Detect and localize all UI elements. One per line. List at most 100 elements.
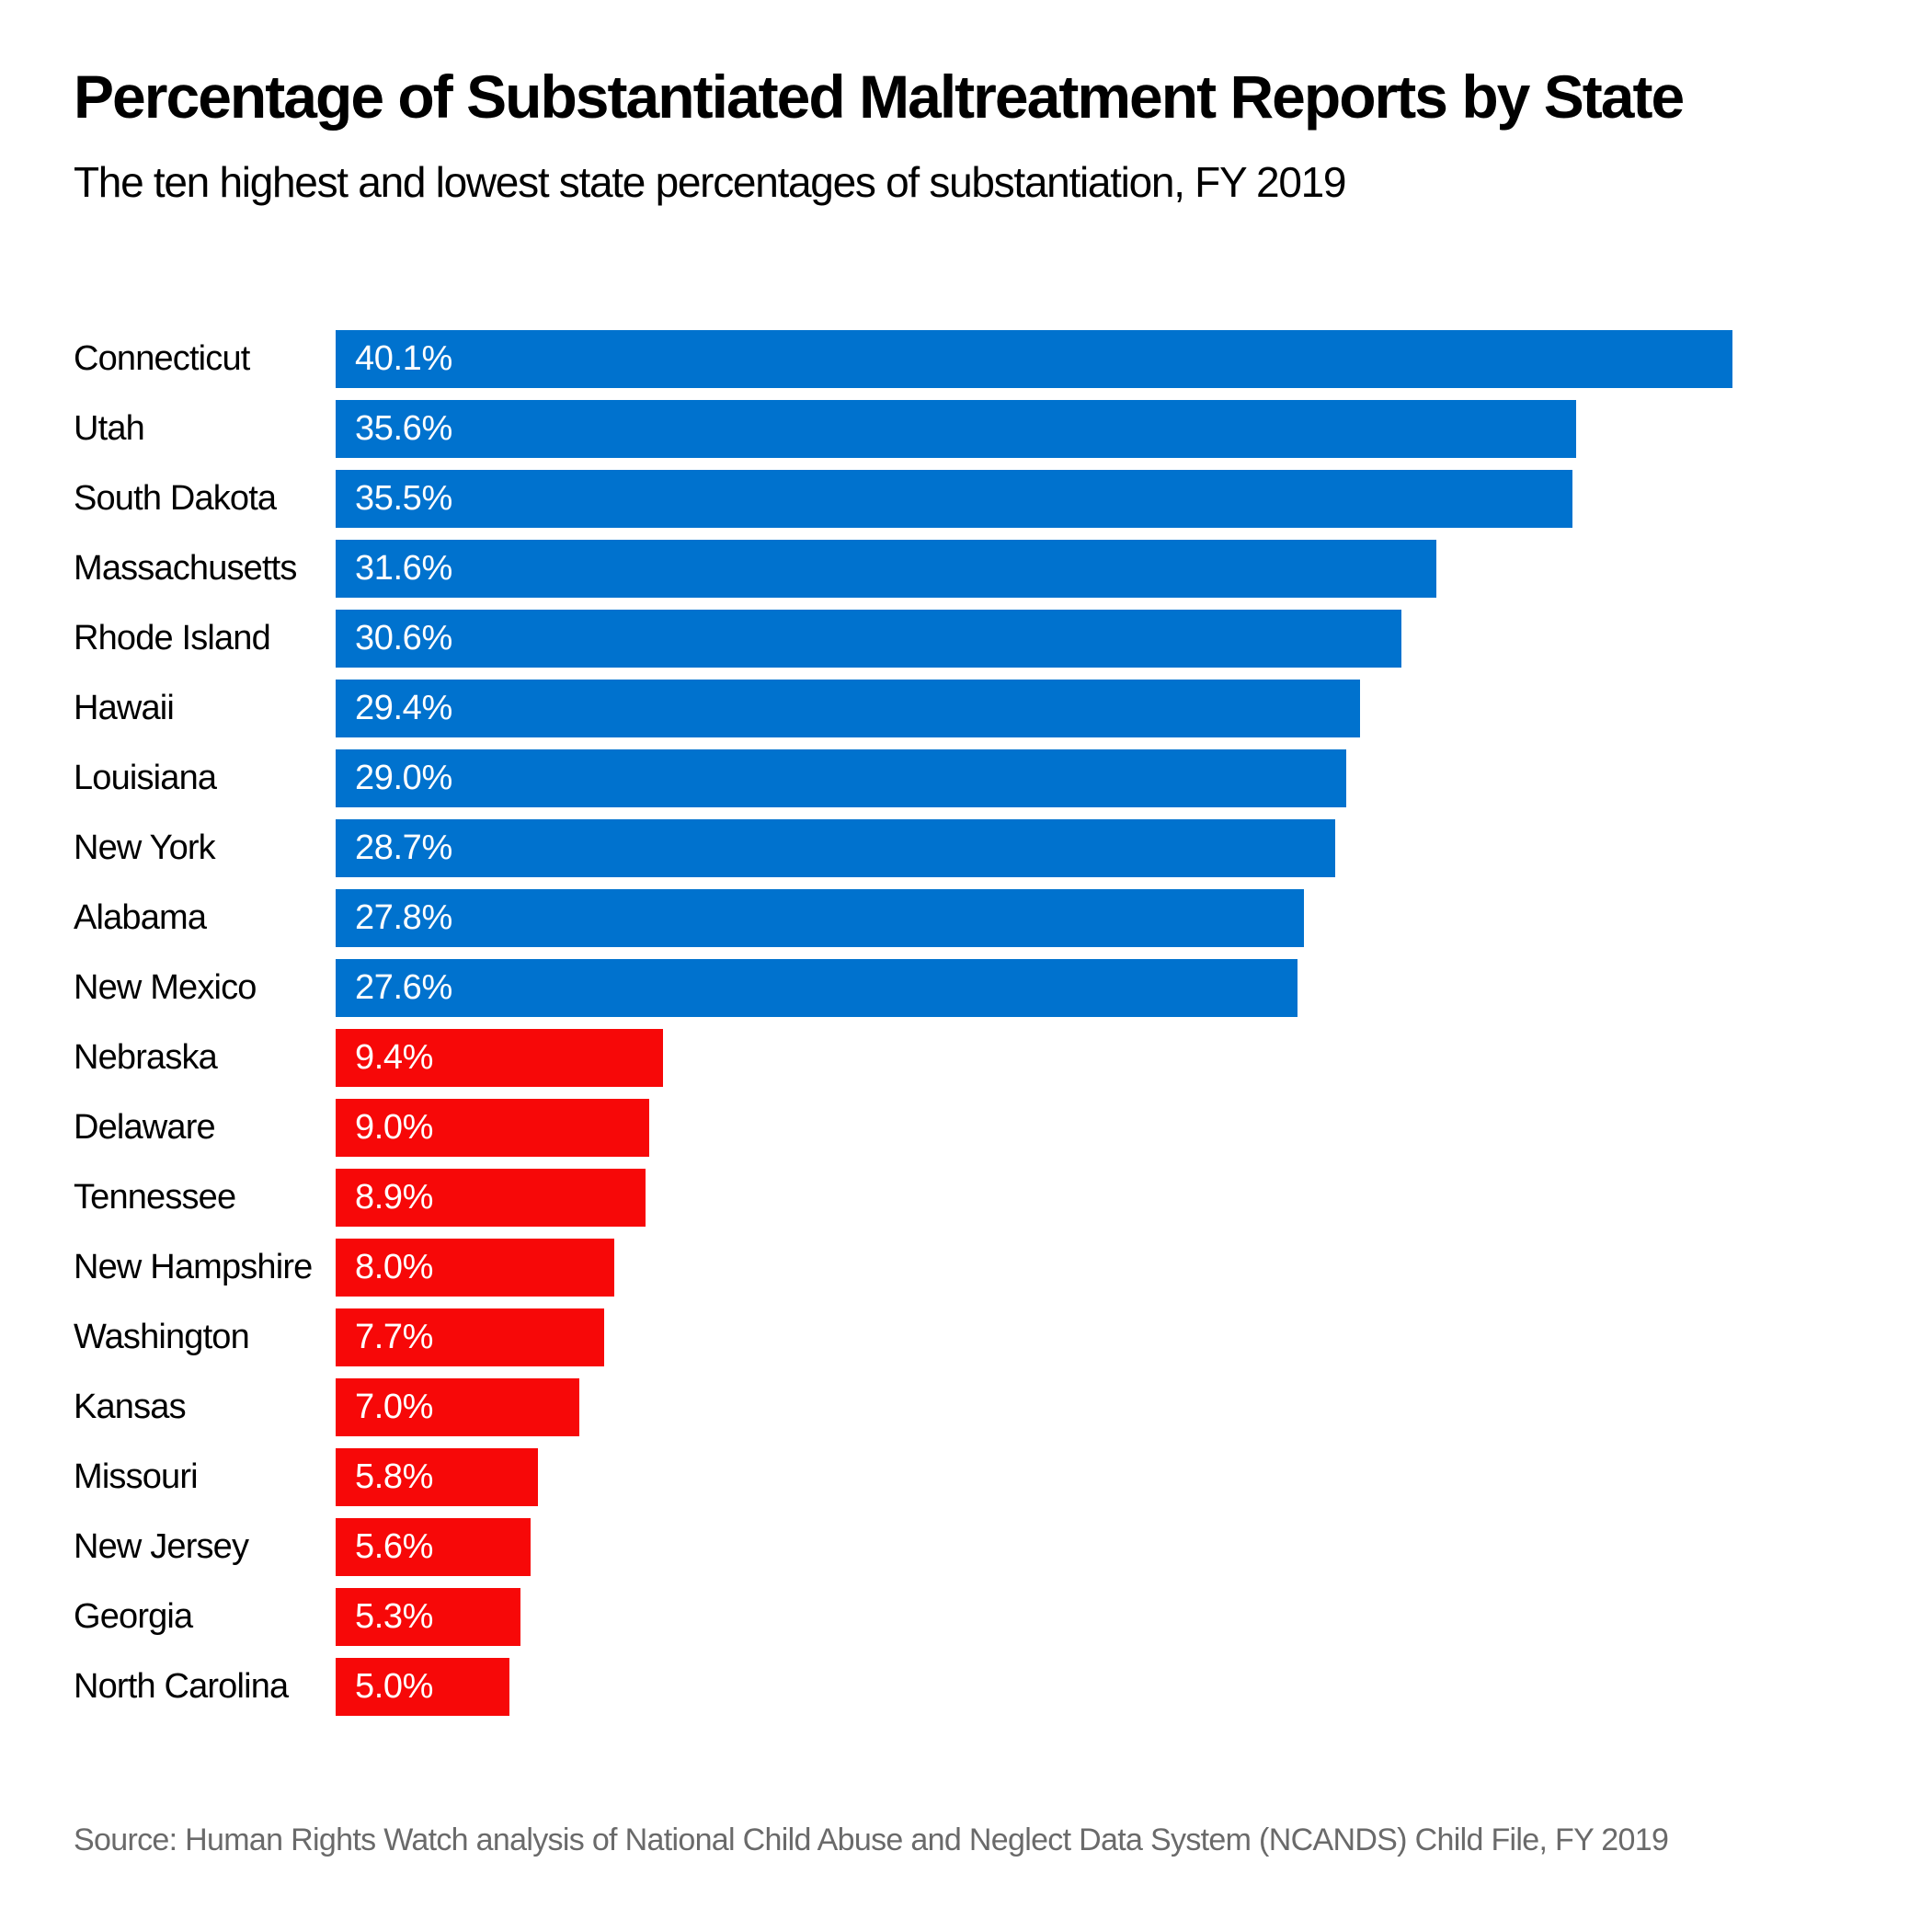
- state-label: South Dakota: [74, 479, 277, 519]
- bar-track: 28.7%: [336, 819, 1868, 878]
- state-label: Louisiana: [74, 759, 217, 798]
- bar-track: 5.6%: [336, 1518, 1868, 1577]
- bar-track: 9.4%: [336, 1029, 1868, 1088]
- bar-track: 8.0%: [336, 1239, 1868, 1297]
- chart-row: Massachusetts 31.6%: [74, 534, 1868, 604]
- value-label: 27.8%: [355, 898, 452, 938]
- chart: Connecticut 40.1% Utah 35.6% South Dakot…: [74, 325, 1868, 1722]
- bar-track: 7.7%: [336, 1308, 1868, 1367]
- state-label: New Mexico: [74, 968, 257, 1008]
- value-label: 8.0%: [355, 1248, 434, 1287]
- bar: 27.6%: [336, 959, 1298, 1018]
- state-label: New York: [74, 828, 216, 868]
- bar-track: 5.3%: [336, 1588, 1868, 1647]
- value-label: 5.0%: [355, 1667, 434, 1707]
- bar-track: 9.0%: [336, 1099, 1868, 1158]
- bar-track: 35.6%: [336, 400, 1868, 459]
- state-label: Utah: [74, 409, 145, 449]
- value-label: 27.6%: [355, 968, 452, 1008]
- chart-row: New Jersey 5.6%: [74, 1513, 1868, 1583]
- bar-track: 27.8%: [336, 889, 1868, 948]
- chart-row: New York 28.7%: [74, 814, 1868, 884]
- chart-row: Tennessee 8.9%: [74, 1163, 1868, 1233]
- bar-track: 27.6%: [336, 959, 1868, 1018]
- bar: 35.6%: [336, 400, 1576, 459]
- source-note: Source: Human Rights Watch analysis of N…: [74, 1822, 1669, 1857]
- value-label: 40.1%: [355, 339, 452, 379]
- chart-row: Louisiana 29.0%: [74, 744, 1868, 814]
- bar: 8.9%: [336, 1169, 646, 1228]
- bar-track: 8.9%: [336, 1169, 1868, 1228]
- value-label: 29.0%: [355, 759, 452, 798]
- bar: 9.0%: [336, 1099, 650, 1158]
- value-label: 7.7%: [355, 1318, 434, 1357]
- bar: 28.7%: [336, 819, 1336, 878]
- state-label: Rhode Island: [74, 619, 271, 658]
- bar: 5.8%: [336, 1448, 538, 1507]
- chart-subtitle: The ten highest and lowest state percent…: [74, 158, 1347, 207]
- bar: 29.0%: [336, 749, 1346, 808]
- chart-row: Connecticut 40.1%: [74, 325, 1868, 394]
- chart-row: Kansas 7.0%: [74, 1373, 1868, 1443]
- chart-row: Hawaii 29.4%: [74, 674, 1868, 744]
- value-label: 5.6%: [355, 1527, 434, 1567]
- bar: 35.5%: [336, 470, 1573, 529]
- bar: 30.6%: [336, 610, 1402, 668]
- state-label: Tennessee: [74, 1178, 236, 1217]
- bar-track: 35.5%: [336, 470, 1868, 529]
- bar: 9.4%: [336, 1029, 664, 1088]
- state-label: Delaware: [74, 1108, 216, 1148]
- state-label: Hawaii: [74, 689, 175, 728]
- bar: 7.7%: [336, 1308, 604, 1367]
- state-label: Alabama: [74, 898, 207, 938]
- chart-title: Percentage of Substantiated Maltreatment…: [74, 63, 1685, 131]
- bar: 27.8%: [336, 889, 1305, 948]
- chart-row: Missouri 5.8%: [74, 1443, 1868, 1513]
- chart-row: Alabama 27.8%: [74, 884, 1868, 954]
- value-label: 30.6%: [355, 619, 452, 658]
- state-label: North Carolina: [74, 1667, 289, 1707]
- chart-row: North Carolina 5.0%: [74, 1652, 1868, 1722]
- value-label: 9.0%: [355, 1108, 434, 1148]
- value-label: 35.5%: [355, 479, 452, 519]
- state-label: Kansas: [74, 1388, 187, 1427]
- state-label: Washington: [74, 1318, 250, 1357]
- bar: 5.6%: [336, 1518, 532, 1577]
- bar: 5.0%: [336, 1658, 510, 1717]
- value-label: 29.4%: [355, 689, 452, 728]
- state-label: Nebraska: [74, 1038, 218, 1078]
- value-label: 35.6%: [355, 409, 452, 449]
- chart-row: Nebraska 9.4%: [74, 1023, 1868, 1093]
- state-label: Missouri: [74, 1457, 199, 1497]
- bar-track: 40.1%: [336, 330, 1868, 389]
- chart-row: New Hampshire 8.0%: [74, 1233, 1868, 1303]
- bar-track: 30.6%: [336, 610, 1868, 668]
- bar: 40.1%: [336, 330, 1733, 389]
- bar-track: 31.6%: [336, 540, 1868, 599]
- chart-row: South Dakota 35.5%: [74, 464, 1868, 534]
- value-label: 5.3%: [355, 1597, 434, 1637]
- chart-row: Rhode Island 30.6%: [74, 604, 1868, 674]
- bar-track: 29.0%: [336, 749, 1868, 808]
- state-label: Connecticut: [74, 339, 250, 379]
- value-label: 9.4%: [355, 1038, 434, 1078]
- chart-row: Utah 35.6%: [74, 394, 1868, 464]
- bar-track: 7.0%: [336, 1378, 1868, 1437]
- state-label: Georgia: [74, 1597, 193, 1637]
- bar: 29.4%: [336, 680, 1360, 738]
- value-label: 7.0%: [355, 1388, 434, 1427]
- value-label: 28.7%: [355, 828, 452, 868]
- bar: 31.6%: [336, 540, 1437, 599]
- bar-track: 5.0%: [336, 1658, 1868, 1717]
- value-label: 31.6%: [355, 549, 452, 588]
- value-label: 5.8%: [355, 1457, 434, 1497]
- chart-row: New Mexico 27.6%: [74, 954, 1868, 1023]
- state-label: New Hampshire: [74, 1248, 313, 1287]
- chart-row: Delaware 9.0%: [74, 1093, 1868, 1163]
- bar-track: 29.4%: [336, 680, 1868, 738]
- bar-track: 5.8%: [336, 1448, 1868, 1507]
- state-label: New Jersey: [74, 1527, 249, 1567]
- value-label: 8.9%: [355, 1178, 434, 1217]
- bar: 7.0%: [336, 1378, 580, 1437]
